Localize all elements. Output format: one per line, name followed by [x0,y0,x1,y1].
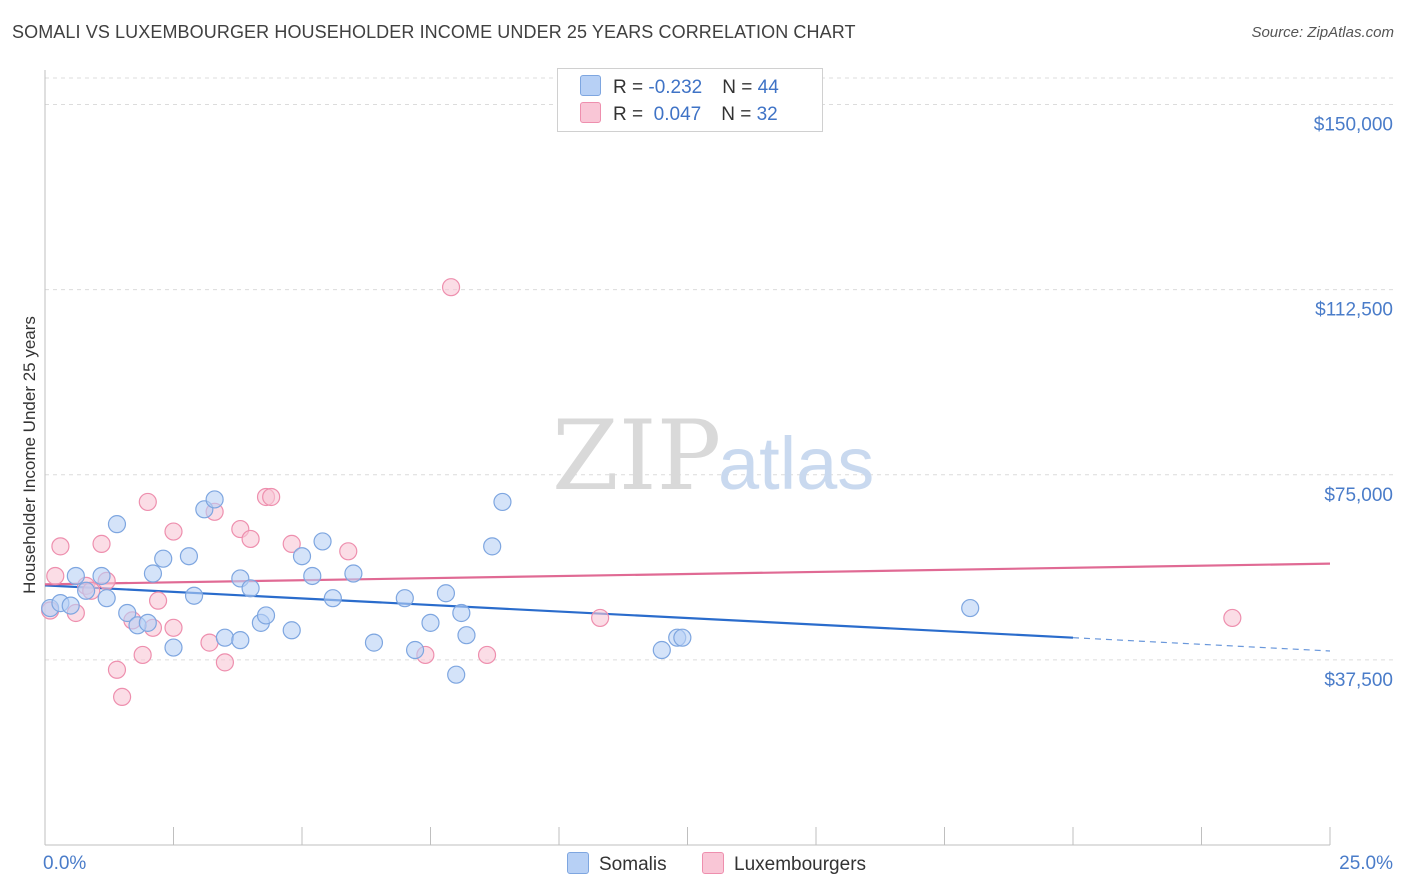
luxembourger-point [133,645,152,665]
somali-point [303,566,322,586]
somali-point [107,515,127,534]
legend-n-value: 44 [757,77,779,98]
legend-row-somalis: R = -0.232 N = 44 [580,75,779,101]
legend-n-value: 32 [756,104,778,125]
somali-point [179,547,199,566]
watermark: ZIP atlas [552,400,874,512]
watermark-atlas: atlas [718,422,874,505]
legend-n-label: N = [721,104,757,125]
watermark-zip: ZIP [552,400,721,512]
somali-point [215,628,234,647]
bottom-legend-label-luxembourgers: Luxembourgers [734,854,867,875]
luxembourger-point [215,653,234,672]
somali-point [118,603,137,623]
somali-point [395,589,414,608]
luxembourger-point [164,522,183,541]
somali-point [184,586,204,605]
somali-point [92,566,111,586]
somali-point [673,628,692,647]
luxembourger-point [51,537,70,556]
legend-r-value: -0.232 [648,77,703,98]
bottom-legend-luxembourgers: Luxembourgers [702,852,866,876]
somali-point [323,589,342,608]
somali-point [483,537,502,556]
somali-point [138,613,157,632]
luxembourger-point [92,534,111,553]
somali-point [282,621,301,640]
somali-point [61,596,80,615]
luxembourger-point [112,687,132,707]
somali-point [344,564,363,583]
luxembourger-point [262,487,281,507]
tick-labels: $37,500 $75,000 $112,500 $150,000 0.0% 25.0% [43,115,1393,874]
luxembourger-point [46,566,65,586]
somali-point [164,638,183,657]
bottom-legend-somalis: Somalis [567,852,667,876]
luxembourger-point [1223,608,1242,628]
somali-point [66,566,85,586]
luxembourger-point [477,645,497,665]
trend-line-luxembourgers [44,562,1331,586]
somali-point [364,633,384,652]
legend-row-luxembourgers: R = 0.047 N = 32 [580,102,778,128]
legend-r-value: 0.047 [648,104,702,125]
luxembourger-point [441,278,461,297]
axes [44,70,1331,846]
somali-point [452,603,471,623]
somali-point [143,564,163,583]
y-tick-label: $150,000 [1314,115,1393,136]
legend-r-label: R = [613,77,649,98]
data-points [41,278,1242,707]
somali-point [436,584,456,603]
somali-point [313,532,332,551]
somali-point [447,665,466,684]
luxembourger-point [107,660,127,679]
somali-point [97,589,116,608]
x-tick-label: 0.0% [43,853,86,874]
luxembourger-point [148,591,168,610]
somali-point [405,640,425,660]
somali-point [493,492,512,512]
luxembourger-point [164,618,183,637]
luxembourger-point [138,492,157,512]
legend-n-label: N = [722,77,758,98]
luxembourger-point [282,534,301,553]
somali-point [205,490,224,509]
somali-point [256,606,276,625]
y-tick-label: $112,500 [1315,300,1393,321]
chart-title: SOMALI VS LUXEMBOURGER HOUSEHOLDER INCOM… [12,22,856,42]
legend-swatch-luxembourgers [580,102,601,123]
bottom-legend-swatch-luxembourgers [702,852,724,874]
somali-point [154,549,173,568]
bottom-legend-swatch-somalis [567,852,589,874]
somali-point [961,598,980,618]
legend-r-label: R = [613,104,649,125]
luxembourger-point [591,608,610,628]
somali-point [652,640,671,660]
y-tick-label: $37,500 [1324,670,1393,691]
trend-line-somalis [44,584,1074,639]
y-tick-label: $75,000 [1324,485,1393,506]
somali-point [457,626,476,645]
somali-point [231,631,250,650]
legend-swatch-somalis [580,75,601,96]
somali-point [292,547,312,566]
legend: R = -0.232 N = 44 R = 0.047 N = 32 [557,68,823,132]
trend-lines [44,562,1331,652]
bottom-legend-label-somalis: Somalis [599,854,667,875]
somali-point [241,579,260,598]
x-tick-label: 25.0% [1339,853,1393,874]
luxembourger-point [200,633,219,652]
source-label: Source: ZipAtlas.com [1251,24,1394,41]
somali-point [77,581,96,600]
luxembourger-point [241,529,260,549]
trend-line-somalis-extension [1072,637,1331,652]
luxembourger-point [339,542,358,561]
somali-point [421,613,440,632]
